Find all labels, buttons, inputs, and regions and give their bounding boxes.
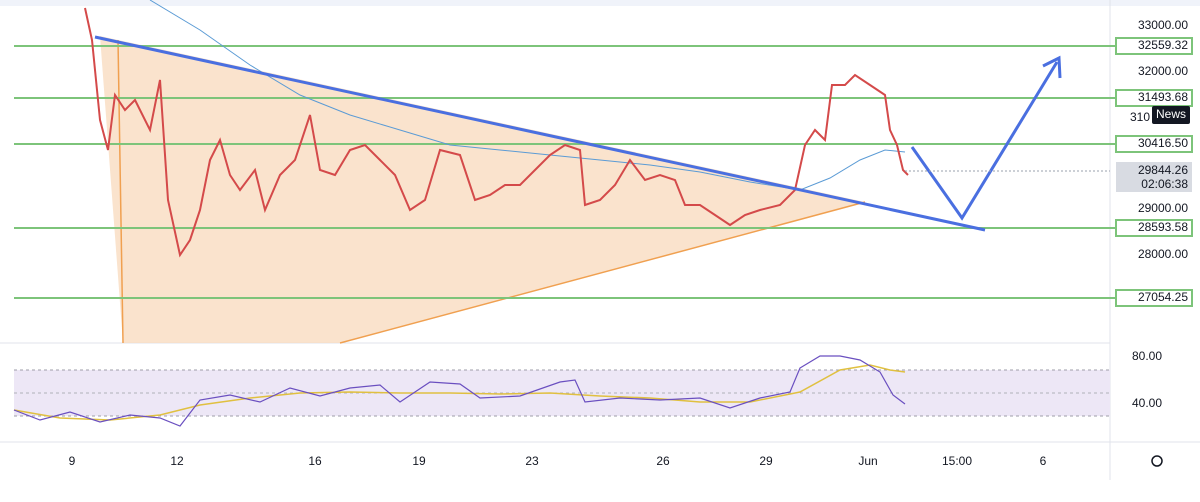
level-label: 28593.58: [1138, 220, 1188, 234]
news-label[interactable]: News: [1156, 107, 1186, 121]
level-badge: [1115, 37, 1193, 55]
countdown: 02:06:38: [1141, 177, 1188, 191]
top-bar: [0, 0, 1200, 6]
rsi-label: 40.00: [1132, 396, 1162, 410]
triangle-pattern: [100, 36, 865, 343]
level-badge: [1115, 135, 1193, 153]
time-label: 6: [1040, 454, 1047, 468]
price-label: 28000.00: [1138, 247, 1188, 261]
level-label: 32559.32: [1138, 38, 1188, 52]
projection-arrow: [910, 61, 1059, 221]
price-candles: [84, 7, 909, 258]
level-label: 27054.25: [1138, 290, 1188, 304]
time-label: Jun: [858, 454, 877, 468]
rsi-signal: [13, 364, 906, 421]
news-button[interactable]: [1152, 106, 1190, 124]
price-label: 32000.00: [1138, 64, 1188, 78]
time-label: 26: [656, 454, 670, 468]
level-badge: [1115, 219, 1193, 237]
time-label: 19: [412, 454, 426, 468]
moving-average: [149, 0, 906, 191]
time-label: 16: [308, 454, 322, 468]
level-badge: [1115, 289, 1193, 307]
current-price-badge: [1116, 162, 1192, 192]
current-price: 29844.26: [1138, 163, 1188, 177]
rsi-label: 80.00: [1132, 349, 1162, 363]
arrow-head: [1042, 55, 1062, 79]
trendline: [94, 35, 986, 232]
time-label: 9: [69, 454, 76, 468]
settings-icon[interactable]: [1151, 455, 1163, 467]
time-label: 23: [525, 454, 539, 468]
level-label: 30416.50: [1138, 136, 1188, 150]
price-label: 33000.00: [1138, 18, 1188, 32]
price-label: 29000.00: [1138, 201, 1188, 215]
time-label: 15:00: [942, 454, 972, 468]
triangle-edge: [339, 201, 866, 344]
level-label: 31493.68: [1138, 90, 1188, 104]
time-label: 12: [170, 454, 184, 468]
price-label: 310: [1130, 110, 1150, 124]
time-label: 29: [759, 454, 773, 468]
rsi-line: [13, 355, 906, 427]
triangle-edge: [117, 39, 124, 344]
